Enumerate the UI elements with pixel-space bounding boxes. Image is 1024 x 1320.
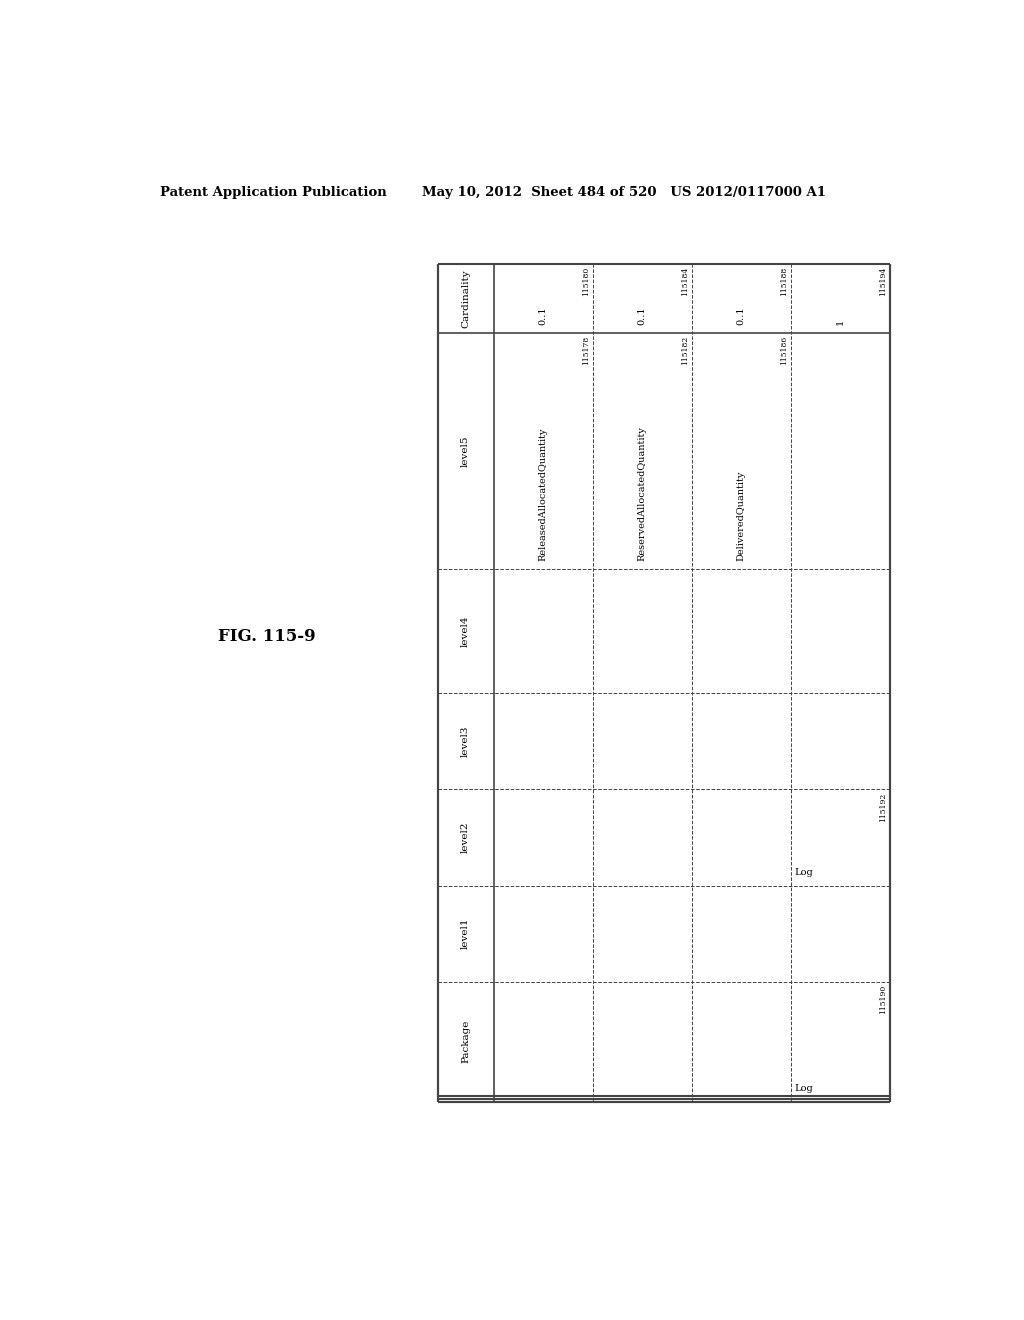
- Text: 0..1: 0..1: [737, 306, 745, 325]
- Text: level4: level4: [461, 615, 470, 647]
- Text: May 10, 2012  Sheet 484 of 520   US 2012/0117000 A1: May 10, 2012 Sheet 484 of 520 US 2012/01…: [422, 186, 825, 199]
- Text: level5: level5: [461, 436, 470, 467]
- Text: 0..1: 0..1: [539, 306, 548, 325]
- Text: 115182: 115182: [681, 335, 689, 366]
- Text: 115178: 115178: [583, 335, 591, 366]
- Text: 115192: 115192: [880, 792, 888, 821]
- Text: 115186: 115186: [780, 335, 788, 366]
- Text: level1: level1: [461, 917, 470, 949]
- Text: DeliveredQuantity: DeliveredQuantity: [737, 470, 745, 561]
- Text: ReleasedAllocatedQuantity: ReleasedAllocatedQuantity: [539, 428, 548, 561]
- Text: 115194: 115194: [880, 267, 888, 297]
- Text: Log: Log: [794, 1085, 813, 1093]
- Text: 115190: 115190: [880, 985, 888, 1014]
- Text: Log: Log: [794, 869, 813, 878]
- Text: 115184: 115184: [681, 267, 689, 297]
- Text: 115188: 115188: [780, 267, 788, 297]
- Text: Package: Package: [461, 1020, 470, 1064]
- Text: 1: 1: [836, 318, 845, 325]
- Text: Patent Application Publication: Patent Application Publication: [160, 186, 386, 199]
- Text: 0..1: 0..1: [638, 306, 647, 325]
- Text: level2: level2: [461, 821, 470, 853]
- Text: Cardinality: Cardinality: [461, 269, 470, 327]
- Text: 115180: 115180: [583, 267, 591, 297]
- Text: ReservedAllocatedQuantity: ReservedAllocatedQuantity: [638, 426, 647, 561]
- Text: level3: level3: [461, 725, 470, 756]
- Text: FIG. 115-9: FIG. 115-9: [218, 627, 315, 644]
